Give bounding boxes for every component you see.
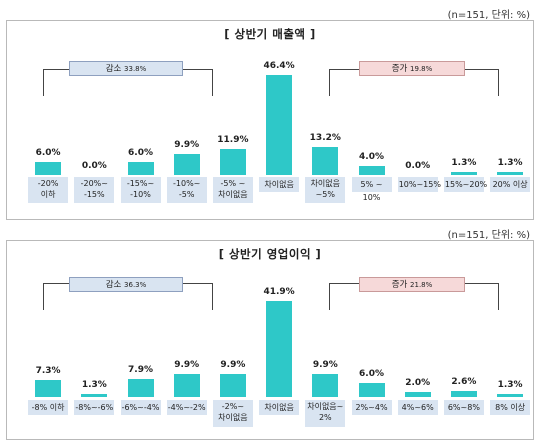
category-label: -15%~ -10%: [120, 177, 161, 203]
value-label: 1.3%: [451, 158, 477, 169]
value-label: 7.3%: [35, 366, 61, 377]
bar: [497, 394, 524, 397]
bar: [35, 380, 62, 397]
bar: [266, 75, 293, 175]
value-label: 6.0%: [128, 148, 153, 159]
category-label: 15%~20%: [443, 177, 487, 192]
bar: [404, 392, 431, 397]
category-label: 10%~15%: [397, 177, 441, 192]
bar: [173, 374, 200, 397]
bar: [127, 162, 154, 175]
value-label: 4.0%: [359, 152, 384, 163]
value-label: 2.6%: [451, 377, 477, 388]
category-label: 차이없음: [259, 400, 300, 415]
value-label: 6.0%: [35, 148, 61, 159]
increase-badge: 증가 21.8%: [359, 277, 465, 292]
category-label: 2%~4%: [351, 400, 392, 415]
bar: [219, 374, 246, 397]
value-label: 9.9%: [174, 360, 200, 371]
bar: [266, 301, 293, 397]
category-label: -2%~ 차이없음: [212, 400, 253, 427]
value-label: 2.0%: [405, 378, 431, 389]
value-label: 13.2%: [309, 132, 341, 143]
category-label: -4%~-2%: [166, 400, 207, 415]
value-label: 1.3%: [497, 158, 523, 169]
value-label: 7.9%: [128, 364, 153, 375]
category-label: -20% 이하: [28, 177, 69, 203]
bar: [450, 172, 477, 175]
increase-badge: 증가 19.8%: [359, 61, 465, 76]
category-label: 8% 이상: [490, 400, 531, 415]
value-label: 6.0%: [359, 369, 384, 380]
bar: [358, 383, 385, 397]
category-label: -8% 이하: [28, 400, 69, 415]
chart-title: [ 상반기 영업이익 ]: [218, 247, 322, 261]
value-label: 9.9%: [174, 139, 200, 150]
value-label: 0.0%: [405, 161, 431, 171]
bar: [127, 378, 154, 397]
category-label: 4%~6%: [397, 400, 438, 415]
value-label: 9.9%: [312, 360, 338, 371]
unit-note: (n=151, 단위: %): [447, 230, 530, 241]
operating-profit-chart-panel: [ 상반기 영업이익 ] 감소 36.3% 증가 21.8% 7.3% -8% 이…: [6, 240, 534, 440]
sales-chart-panel: [ 상반기 매출액 ] 감소 33.8% 증가 19.8% 6.0% -20% 이하…: [6, 20, 534, 220]
category-label: -10%~ -5%: [166, 177, 207, 203]
value-label: 9.9%: [220, 360, 246, 371]
category-label: 차이없음~ 2%: [305, 400, 346, 427]
category-label: -6%~-4%: [120, 400, 161, 415]
category-label: -5% ~ 차이없음: [212, 177, 253, 203]
bar: [81, 394, 108, 397]
category-label: -8%~-6%: [74, 400, 115, 415]
bar: [358, 166, 385, 175]
value-label: 1.3%: [497, 380, 523, 391]
bar: [450, 391, 477, 397]
chart-title: [ 상반기 매출액 ]: [224, 27, 316, 41]
bar: [497, 172, 524, 175]
value-label: 46.4%: [263, 61, 295, 71]
category-label: 6%~8%: [443, 400, 484, 415]
unit-note: (n=151, 단위: %): [447, 10, 530, 21]
value-label: 11.9%: [217, 135, 249, 146]
bar: [35, 162, 62, 175]
bar: [312, 374, 339, 397]
category-label: -20%~ -15%: [74, 177, 115, 203]
category-label: 차이없음 ~5%: [305, 177, 346, 203]
category-label: 5% ~ 10%: [351, 177, 392, 202]
value-label: 0.0%: [81, 161, 107, 171]
category-label: 20% 이상: [490, 177, 531, 192]
decrease-badge: 감소 36.3%: [69, 277, 183, 292]
bar: [219, 149, 246, 175]
decrease-badge: 감소 33.8%: [69, 61, 183, 76]
value-label: 41.9%: [263, 287, 295, 297]
category-label: 차이없음: [259, 177, 300, 192]
bar: [173, 153, 200, 175]
value-label: 1.3%: [81, 380, 107, 391]
bar: [312, 146, 339, 175]
